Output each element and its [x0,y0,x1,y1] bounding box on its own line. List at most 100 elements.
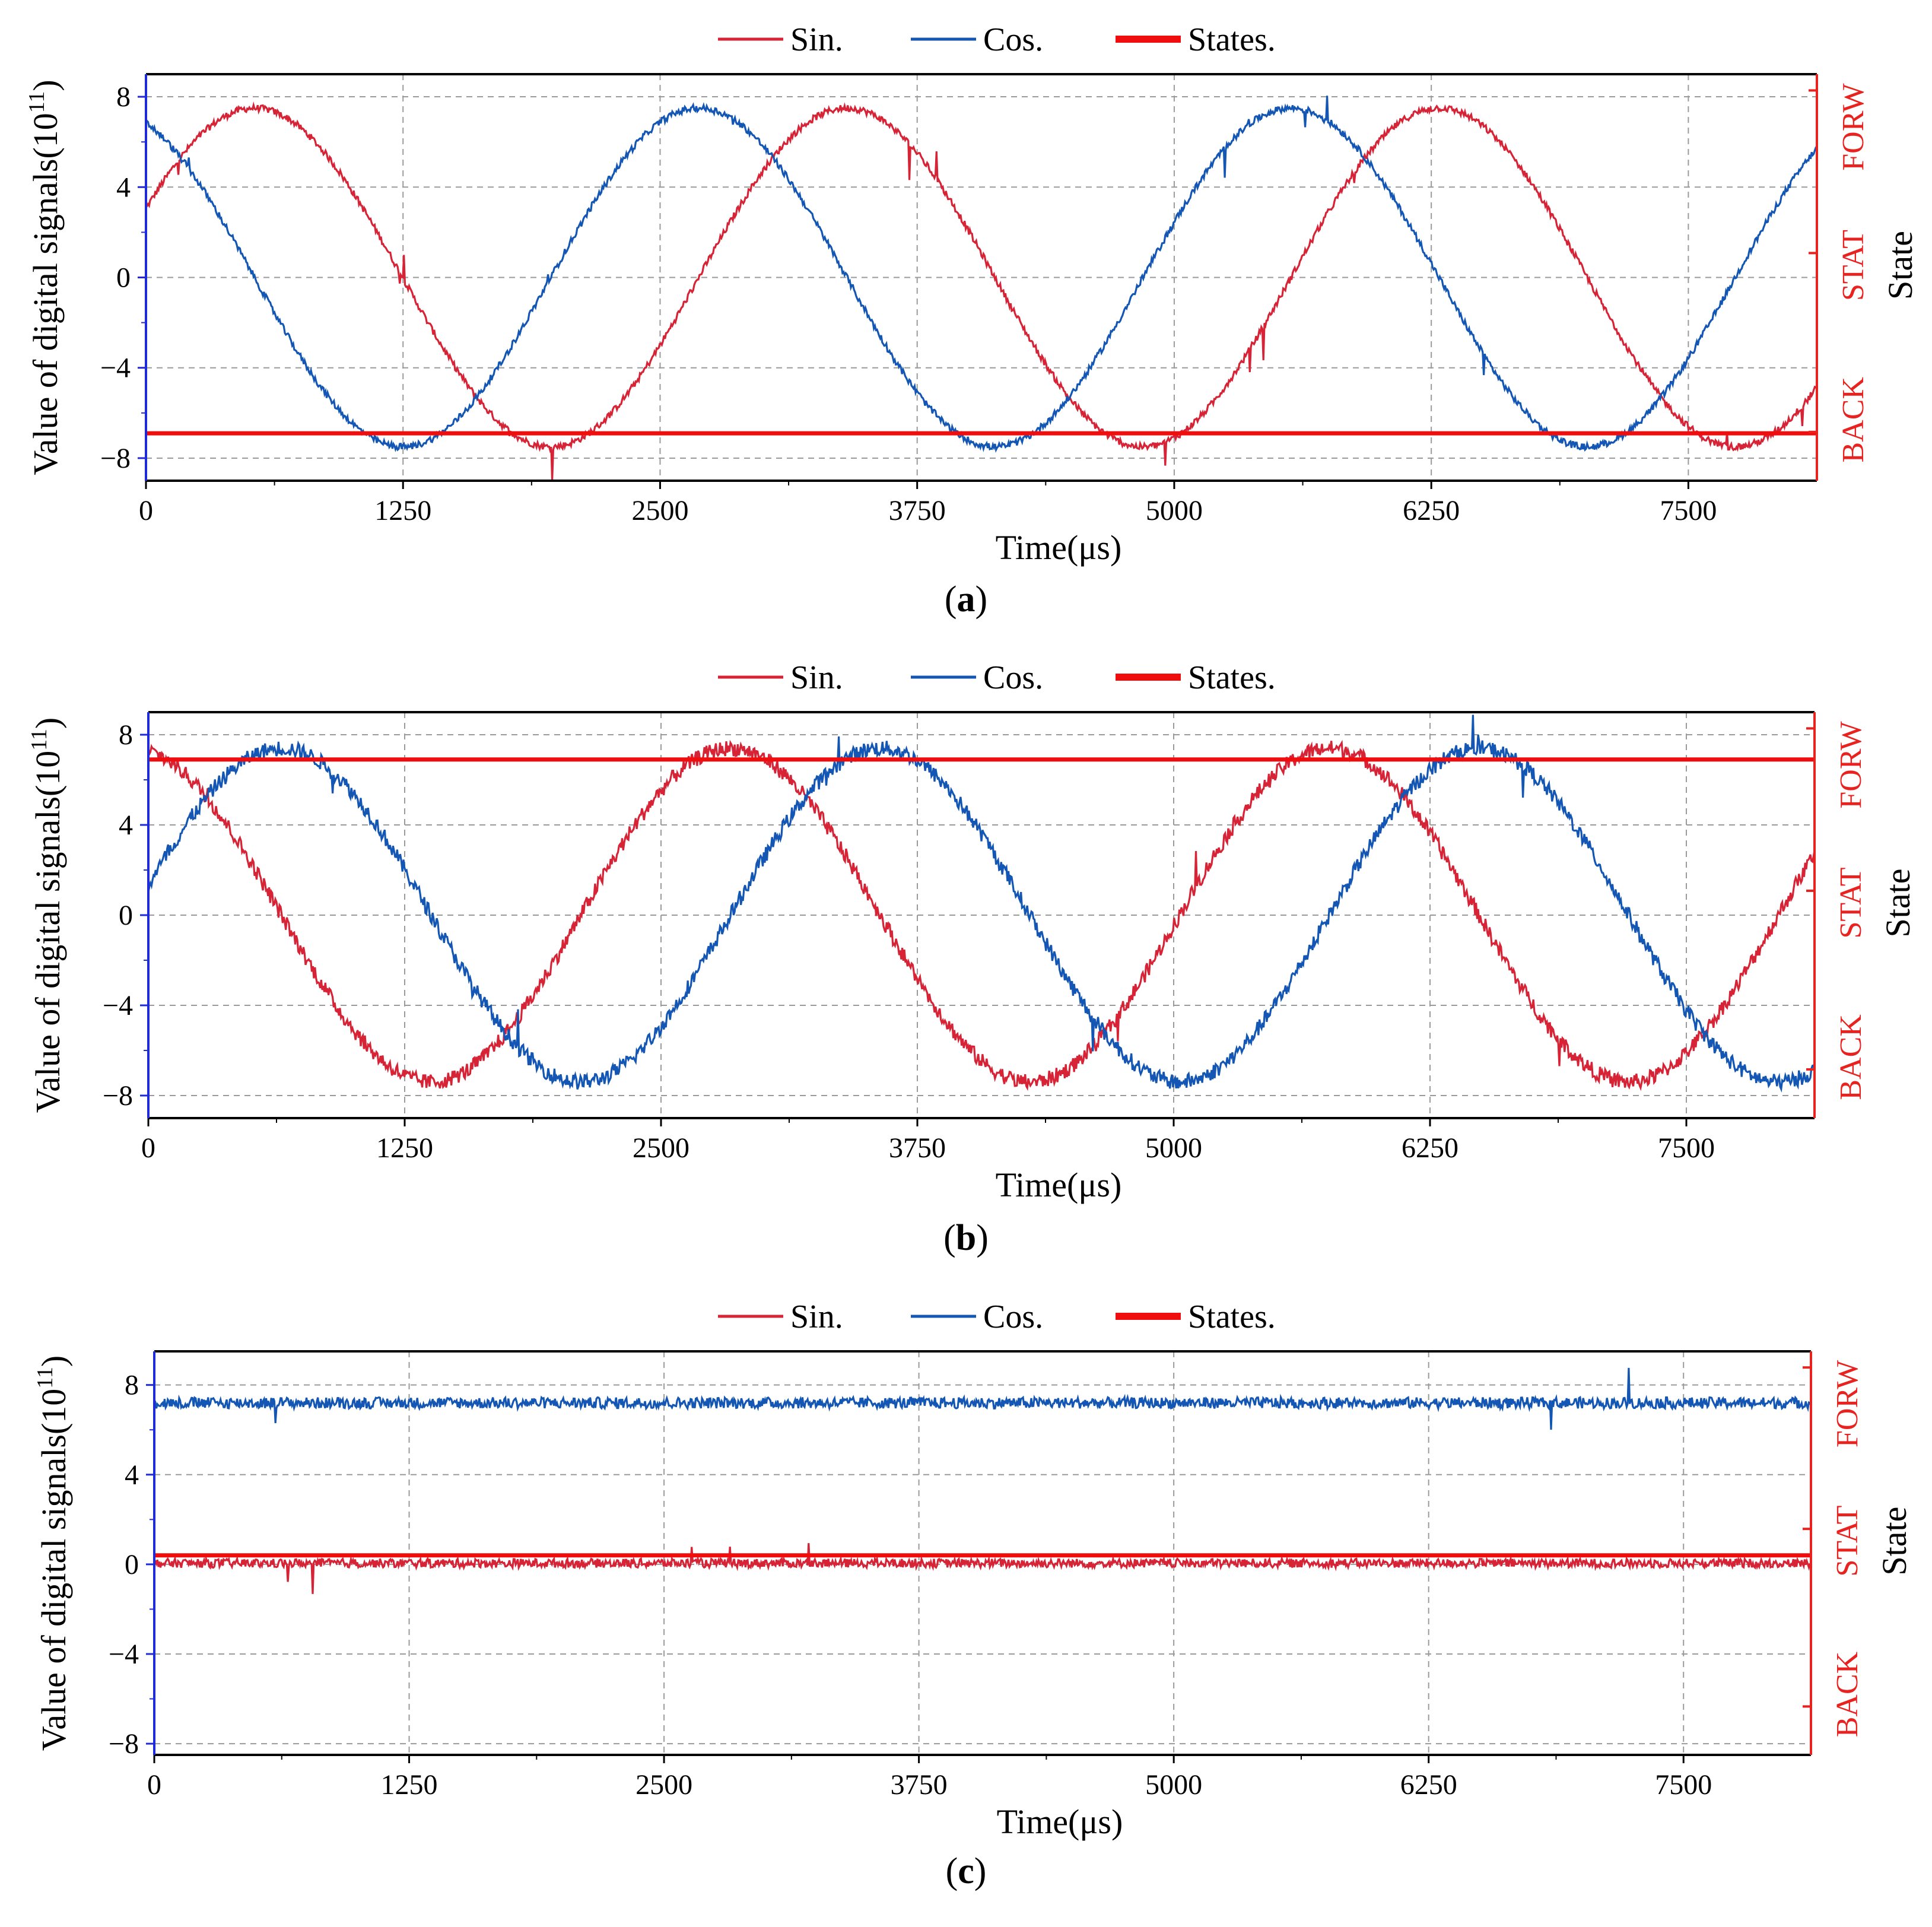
series-line-sin [146,101,1817,481]
y-tick-label: 4 [119,809,133,841]
y-axis-title: Value of digital signals(1011) [27,718,67,1113]
right-axis-title: State [1881,231,1920,300]
legend-label-cos: Cos. [983,21,1043,58]
state-tick-label-forw: FORW [1834,721,1868,808]
state-tick-label-back: BACK [1831,1651,1864,1737]
x-tick-label: 2500 [633,1132,689,1164]
grid [146,74,1817,481]
y-tick-label: −8 [109,1728,139,1760]
y-tick-label: −4 [100,353,131,384]
axes: 0 1250 2500 3750 5000 6250 7500 8 4 0 −4 −8 FORW STAT… [100,73,1870,526]
y-tick-label: −8 [100,443,131,474]
y-axis-title-close: ) [28,718,67,729]
x-tick-label: 2500 [635,1769,692,1801]
panel-letter: b [956,1218,976,1258]
x-tick-label: 1250 [376,1132,433,1164]
x-tick-label: 6250 [1400,1769,1457,1801]
y-axis-title-close: ) [26,80,65,91]
legend-label-sin: Sin. [790,1299,843,1335]
y-axis-title-text: Value of digital signals(10 [28,751,67,1113]
axes: 0 1250 2500 3750 5000 6250 7500 8 4 0 −4 −8 FORW STAT… [109,1350,1864,1801]
right-axis-title: State [1879,868,1917,937]
legend-label-states: States. [1188,21,1276,58]
state-tick-label-forw: FORW [1831,1360,1864,1447]
y-tick-label: 8 [116,81,131,113]
series-group [148,715,1815,1093]
x-tick-label: 3750 [889,1132,946,1164]
x-axis-title: Time(μs) [996,528,1122,567]
legend-label-cos: Cos. [983,1299,1043,1335]
y-tick-label: −4 [103,990,133,1021]
x-tick-label: 7500 [1658,1132,1715,1164]
panel-label: (a) [945,579,987,620]
panel-label: (b) [943,1218,989,1258]
x-tick-label: 7500 [1660,495,1717,526]
y-tick-label: 0 [119,900,133,931]
state-tick-label-back: BACK [1836,377,1870,463]
y-axis-title-exponent: 11 [33,1367,58,1389]
y-axis-title: Value of digital signals(1011) [24,80,65,475]
x-tick-label: 2500 [631,495,688,526]
legend: Sin. Cos. States. [718,659,1276,696]
x-tick-label: 0 [139,495,153,526]
y-tick-label: 4 [116,172,131,203]
legend: Sin. Cos. States. [718,21,1276,58]
legend: Sin. Cos. States. [718,1299,1276,1335]
panel-b: Sin. Cos. States. 0 1250 2500 3750 5000 6250 7500… [27,659,1917,1258]
series-group [154,1367,1811,1594]
grid [154,1351,1811,1755]
legend-label-states: States. [1188,659,1276,696]
state-tick-label-forw: FORW [1836,83,1870,170]
x-tick-label: 5000 [1145,1769,1202,1801]
x-tick-label: 1250 [374,495,431,526]
legend-label-cos: Cos. [983,659,1043,696]
y-tick-label: 8 [125,1370,139,1401]
panel-letter: a [957,579,975,620]
series-line-sin [154,1543,1811,1594]
series-line-cos [148,715,1815,1093]
panel-c: Sin. Cos. States. 0 1250 2500 3750 5000 6250 7500… [33,1299,1914,1891]
state-tick-label-stat: STAT [1836,230,1870,301]
state-tick-label-stat: STAT [1831,1506,1864,1577]
panel-letter: c [958,1851,974,1891]
x-tick-label: 3750 [891,1769,948,1801]
x-tick-label: 3750 [889,495,946,526]
legend-label-sin: Sin. [790,659,843,696]
x-axis-title: Time(μs) [996,1166,1122,1204]
x-tick-label: 1250 [381,1769,438,1801]
x-tick-label: 6250 [1403,495,1460,526]
x-tick-label: 5000 [1146,495,1203,526]
series-line-cos [146,96,1817,453]
y-axis-title-exponent: 11 [24,91,49,113]
axes: 0 1250 2500 3750 5000 6250 7500 8 4 0 −4 −8 FORW STAT… [103,711,1868,1164]
legend-label-states: States. [1188,1299,1276,1335]
state-tick-label-stat: STAT [1834,867,1868,938]
x-axis-title: Time(μs) [997,1802,1123,1841]
y-tick-label: −4 [109,1639,139,1670]
x-tick-label: 0 [147,1769,161,1801]
grid [148,712,1815,1118]
x-tick-label: 0 [141,1132,155,1164]
state-tick-label-back: BACK [1834,1014,1868,1100]
y-axis-title-exponent: 11 [27,729,52,751]
series-group [146,96,1817,481]
series-line-sin [148,739,1815,1091]
y-tick-label: 0 [116,262,131,294]
y-tick-label: 8 [119,719,133,751]
right-axis-title: State [1875,1507,1914,1576]
x-tick-label: 5000 [1145,1132,1202,1164]
series-line-cos [154,1367,1811,1430]
y-axis-title: Value of digital signals(1011) [33,1355,73,1751]
y-axis-title-text: Value of digital signals(10 [34,1389,73,1751]
legend-label-sin: Sin. [790,21,843,58]
y-axis-title-close: ) [34,1355,73,1367]
y-tick-label: 0 [125,1549,139,1580]
x-tick-label: 7500 [1655,1769,1712,1801]
y-tick-label: −8 [103,1080,133,1112]
panel-label: (c) [946,1851,987,1891]
x-tick-label: 6250 [1402,1132,1458,1164]
y-tick-label: 4 [125,1459,139,1491]
y-axis-title-text: Value of digital signals(10 [26,113,65,475]
panel-a: Sin. Cos. States. 0 1250 2500 3750 5000 6250 7500… [24,21,1920,620]
